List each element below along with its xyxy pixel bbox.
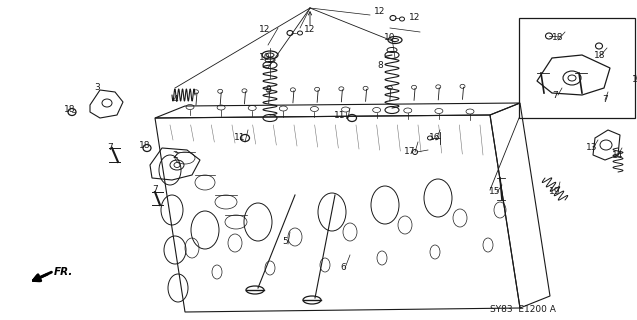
Text: 7: 7 <box>152 186 158 195</box>
Text: 10: 10 <box>384 34 396 43</box>
Bar <box>519 18 635 118</box>
Text: 4: 4 <box>172 95 178 105</box>
Text: 18: 18 <box>594 51 606 60</box>
Text: 7: 7 <box>552 91 558 100</box>
Text: 10: 10 <box>259 52 271 61</box>
Text: 15: 15 <box>489 188 501 196</box>
Text: 13: 13 <box>586 143 598 153</box>
Text: 9: 9 <box>265 85 271 94</box>
Text: 12: 12 <box>259 26 271 35</box>
Text: 19: 19 <box>549 188 561 196</box>
Text: 18: 18 <box>552 34 564 43</box>
Text: 11: 11 <box>234 133 246 142</box>
Text: 17: 17 <box>404 148 416 156</box>
Text: 5: 5 <box>282 237 288 246</box>
Text: 2: 2 <box>172 150 178 159</box>
Text: 18: 18 <box>64 106 76 115</box>
Text: 14: 14 <box>612 150 624 159</box>
Text: 12: 12 <box>410 13 420 22</box>
Text: 6: 6 <box>340 263 346 273</box>
Text: 12: 12 <box>375 7 385 17</box>
Text: 7: 7 <box>107 143 113 153</box>
Text: 7: 7 <box>602 95 608 105</box>
Text: SY83  E1200 A: SY83 E1200 A <box>490 306 556 315</box>
Text: 11: 11 <box>334 110 346 119</box>
Text: FR.: FR. <box>54 267 73 277</box>
Text: 3: 3 <box>94 84 100 92</box>
Text: 16: 16 <box>429 133 441 142</box>
Text: 8: 8 <box>377 60 383 69</box>
Text: 1: 1 <box>632 76 637 84</box>
Text: 12: 12 <box>304 26 316 35</box>
Text: 18: 18 <box>140 140 151 149</box>
